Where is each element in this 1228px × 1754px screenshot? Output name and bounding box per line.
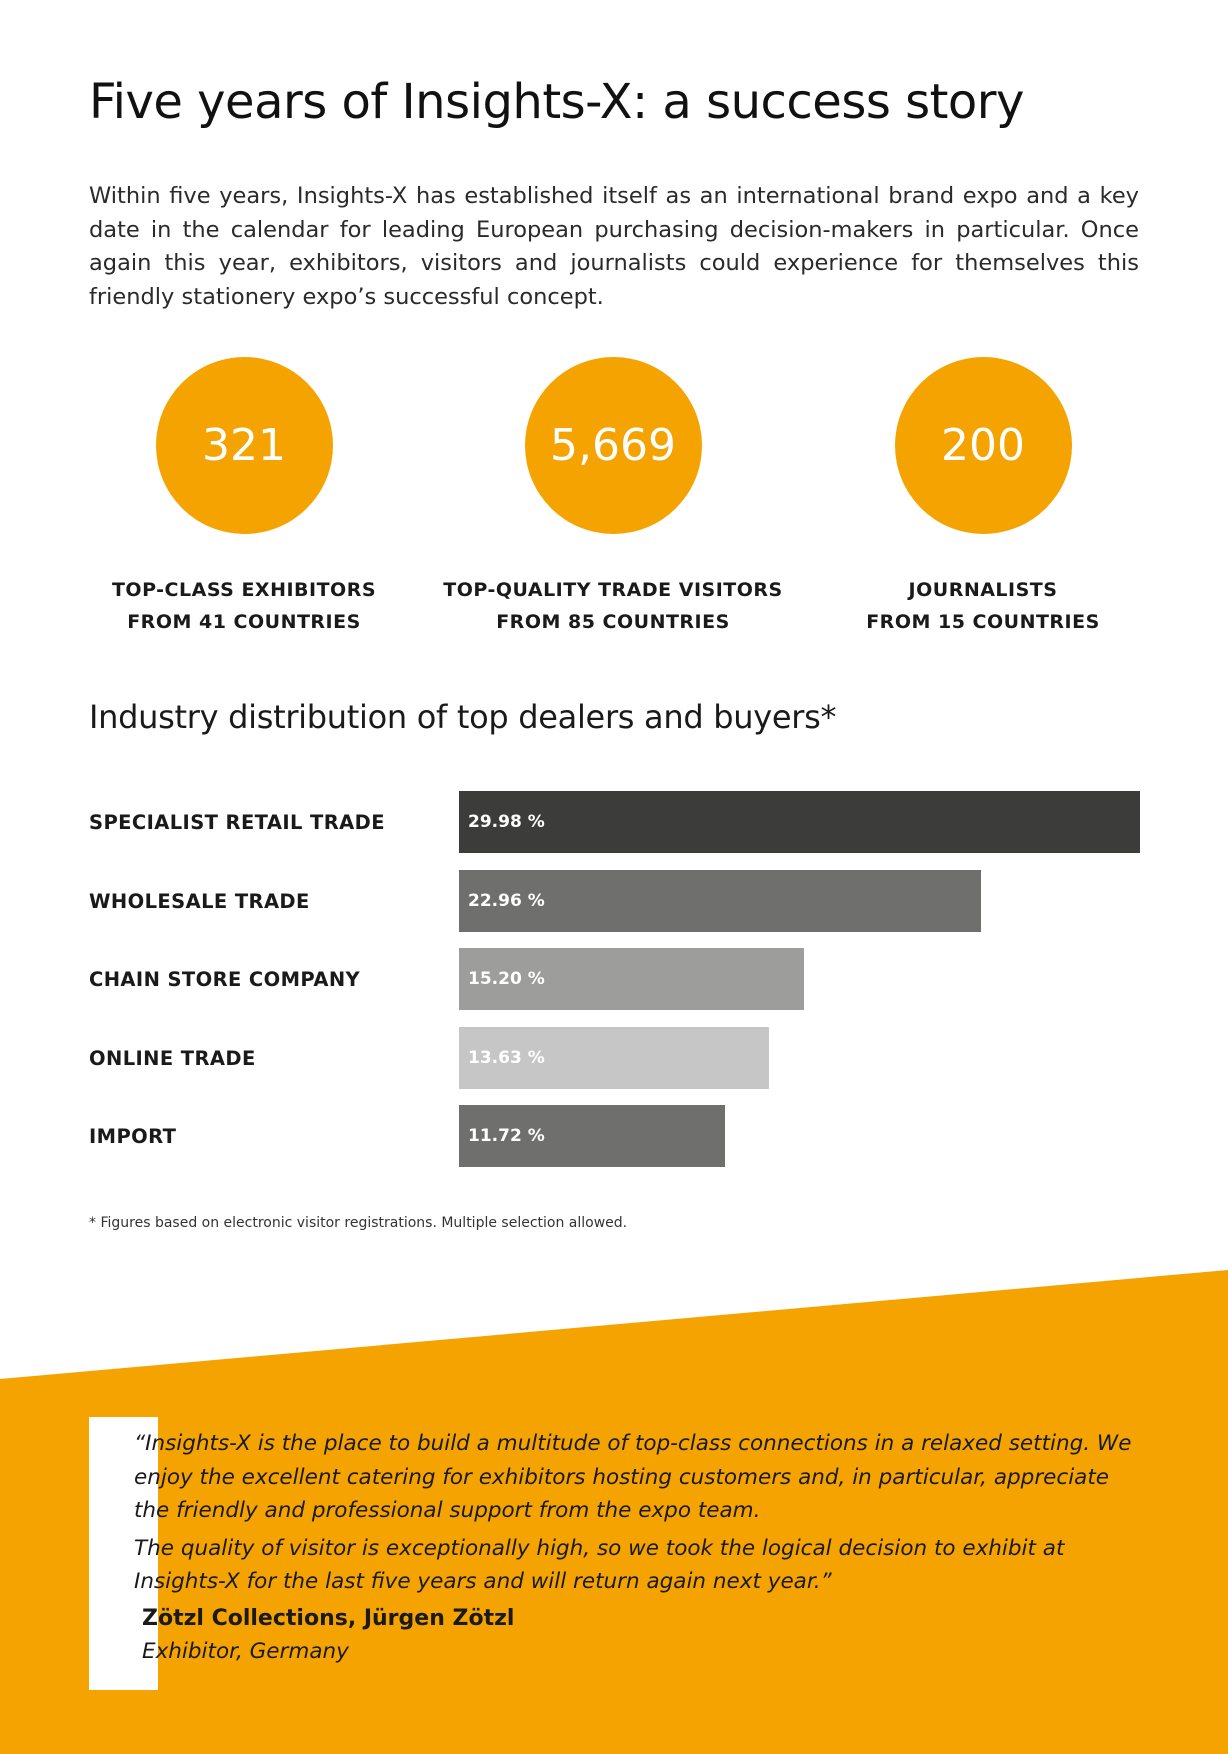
chart-title: Industry distribution of top dealers and… — [89, 698, 837, 736]
stat-label: JOURNALISTS FROM 15 COUNTRIES — [803, 574, 1163, 638]
stat-label-line1: TOP-QUALITY TRADE VISITORS — [443, 579, 783, 601]
quote-paragraph-2: The quality of visitor is exceptionally … — [134, 1535, 1065, 1595]
stat-exhibitors: 321 TOP-CLASS EXHIBITORS FROM 41 COUNTRI… — [64, 357, 424, 638]
stat-value: 200 — [941, 420, 1025, 471]
stat-value: 5,669 — [550, 420, 676, 471]
stat-circle: 200 — [894, 357, 1072, 534]
quote-paragraph-1: “Insights-X is the place to build a mult… — [134, 1431, 1132, 1523]
stat-value: 321 — [202, 420, 286, 471]
stat-label: TOP-CLASS EXHIBITORS FROM 41 COUNTRIES — [64, 574, 424, 638]
stat-label: TOP-QUALITY TRADE VISITORS FROM 85 COUNT… — [433, 574, 793, 638]
stat-journalists: 200 JOURNALISTS FROM 15 COUNTRIES — [803, 357, 1163, 638]
stat-circle: 5,669 — [524, 357, 702, 534]
quote-marker-bar — [89, 1417, 158, 1690]
stat-visitors: 5,669 TOP-QUALITY TRADE VISITORS FROM 85… — [433, 357, 793, 638]
stat-label-line1: TOP-CLASS EXHIBITORS — [111, 579, 377, 601]
intro-paragraph: Within five years, Insights-X has establ… — [89, 183, 1139, 310]
stat-label-line2: FROM 41 COUNTRIES — [127, 611, 361, 633]
stat-circle: 321 — [155, 357, 333, 534]
orange-band-shape — [0, 1270, 1228, 1754]
quote-author-role: Exhibitor, Germany — [142, 1638, 349, 1664]
stat-label-line1: JOURNALISTS — [908, 579, 1058, 601]
footnote: * Figures based on electronic visitor re… — [89, 1215, 628, 1231]
quote-author: Zötzl Collections, Jürgen Zötzl — [142, 1605, 515, 1631]
testimonial-quote: “Insights-X is the place to build a mult… — [134, 1427, 1144, 1668]
page-title: Five years of Insights-X: a success stor… — [89, 74, 1024, 130]
stat-label-line2: FROM 85 COUNTRIES — [496, 611, 730, 633]
stat-label-line2: FROM 15 COUNTRIES — [866, 611, 1100, 633]
